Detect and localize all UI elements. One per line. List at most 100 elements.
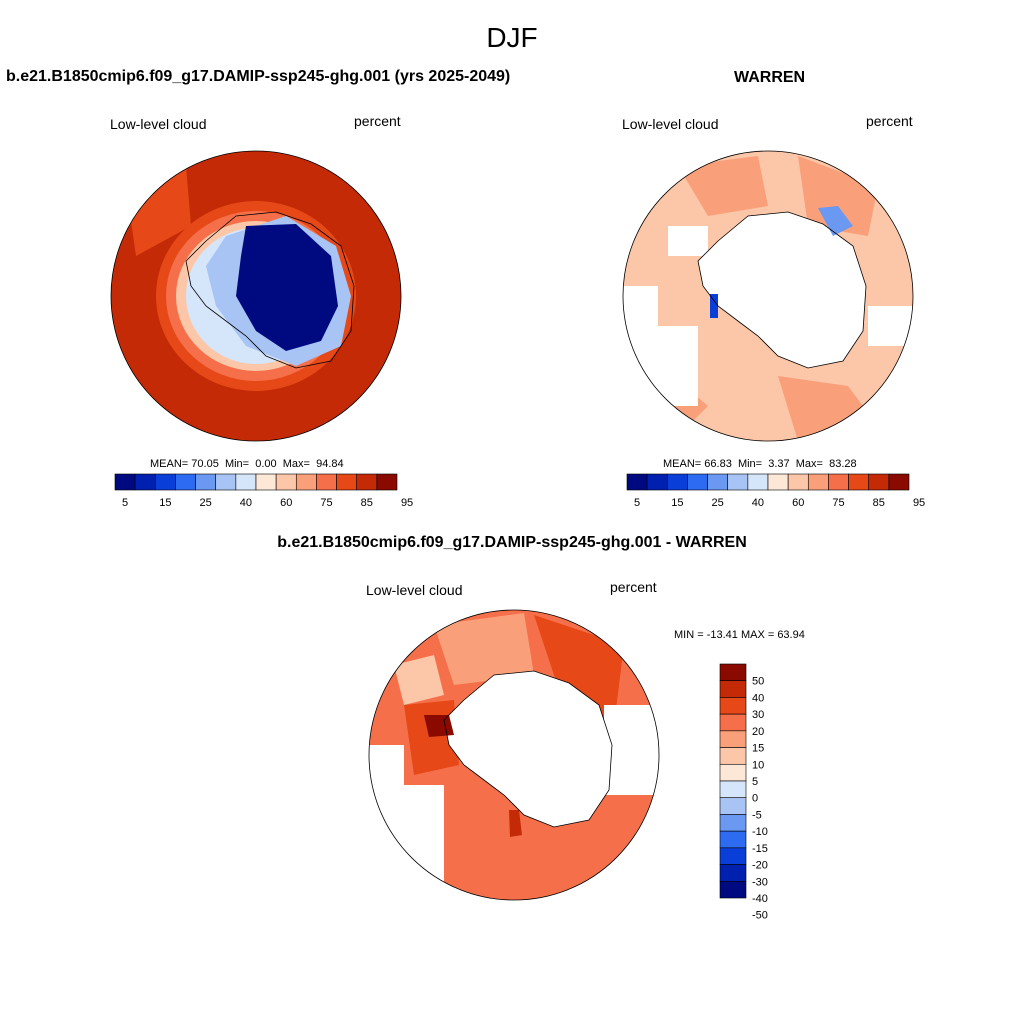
panel2-colorbar-swatches: [626, 473, 910, 491]
colorbar-swatch: [719, 780, 747, 799]
colorbar-tick-label: -10: [752, 826, 768, 838]
panel1-colorbar-swatches: [114, 473, 398, 491]
colorbar-swatch: [114, 473, 136, 491]
panel2-title: WARREN: [734, 69, 806, 86]
panel1-coastline: [185, 211, 355, 369]
colorbar-swatch: [275, 473, 297, 491]
colorbar-tick-label: 15: [159, 497, 171, 509]
panel2-field-patch: [798, 156, 878, 236]
colorbar-swatch: [255, 473, 277, 491]
panel2-field-patch: [710, 294, 718, 318]
panel2-variable-label: Low-level cloud: [622, 116, 719, 132]
colorbar-swatch: [767, 473, 789, 491]
panel1-units-label: percent: [354, 113, 401, 129]
colorbar-swatch: [295, 473, 317, 491]
colorbar-swatch: [848, 473, 870, 491]
colorbar-tick-label: 5: [122, 497, 128, 509]
colorbar-tick-label: -15: [752, 843, 768, 855]
colorbar-swatch: [888, 473, 910, 491]
panel3-colorbar-swatches: [719, 663, 747, 899]
colorbar-swatch: [719, 864, 747, 882]
colorbar-swatch: [719, 713, 747, 732]
colorbar-tick-label: 60: [792, 497, 804, 509]
colorbar-tick-label: 25: [200, 497, 212, 509]
colorbar-tick-label: 95: [913, 497, 925, 509]
colorbar-swatch: [828, 473, 849, 491]
colorbar-swatch: [316, 473, 337, 491]
colorbar-swatch: [747, 473, 769, 491]
colorbar-swatch: [175, 473, 196, 491]
colorbar-swatch: [719, 680, 747, 698]
panel2-polar-map: [622, 150, 914, 442]
panel2-field-patch: [678, 156, 768, 216]
colorbar-swatch: [727, 473, 749, 491]
colorbar-tick-label: 5: [634, 497, 640, 509]
colorbar-tick-label: -30: [752, 876, 768, 888]
colorbar-swatch: [719, 830, 747, 849]
colorbar-tick-label: -50: [752, 910, 768, 922]
panel1-map-border: [110, 150, 402, 442]
colorbar-tick-label: 95: [401, 497, 413, 509]
panel3-field-patch: [394, 655, 444, 705]
colorbar-swatch: [707, 473, 729, 491]
colorbar-tick-label: -40: [752, 893, 768, 905]
colorbar-tick-label: 20: [752, 726, 764, 738]
colorbar-swatch: [719, 730, 747, 748]
colorbar-tick-label: 15: [671, 497, 683, 509]
colorbar-tick-label: 15: [752, 743, 764, 755]
colorbar-swatch: [626, 473, 648, 491]
colorbar-tick-label: -20: [752, 860, 768, 872]
colorbar-swatch: [787, 473, 809, 491]
panel1-title: b.e21.B1850cmip6.f09_g17.DAMIP-ssp245-gh…: [6, 68, 511, 85]
colorbar-tick-label: 40: [240, 497, 252, 509]
colorbar-swatch: [376, 473, 398, 491]
panel3-units-label: percent: [610, 579, 657, 595]
colorbar-swatch: [336, 473, 358, 491]
panel2-colorbar: 5 15 25 40 60 75 85 95: [626, 473, 925, 509]
panel3-field-patch: [509, 810, 522, 837]
panel3-coastline: [443, 670, 613, 828]
colorbar-swatch: [868, 473, 890, 491]
colorbar-swatch: [719, 747, 747, 765]
panel3-field-patch: [434, 613, 534, 685]
colorbar-swatch: [719, 847, 747, 865]
panel2-field-patch: [818, 206, 853, 236]
colorbar-swatch: [807, 473, 829, 491]
colorbar-swatch: [356, 473, 378, 491]
colorbar-tick-label: 0: [752, 793, 758, 805]
panel3-title: b.e21.B1850cmip6.f09_g17.DAMIP-ssp245-gh…: [277, 534, 747, 551]
colorbar-tick-label: 75: [320, 497, 332, 509]
panel2-units-label: percent: [866, 113, 913, 129]
colorbar-swatch: [195, 473, 217, 491]
panel3-field-patch: [534, 615, 624, 725]
colorbar-tick-label: 75: [832, 497, 844, 509]
colorbar-swatch: [646, 473, 668, 491]
colorbar-tick-label: 60: [280, 497, 292, 509]
colorbar-swatch: [235, 473, 257, 491]
colorbar-tick-label: 40: [752, 692, 764, 704]
panel3-antarctica-missing: [444, 671, 612, 827]
colorbar-swatch: [215, 473, 237, 491]
panel1-field-patch: [236, 224, 338, 351]
panel1-polar-map: [110, 150, 402, 442]
colorbar-tick-label: 50: [752, 676, 764, 688]
panel3-stats: MIN = -13.41 MAX = 63.94: [674, 629, 805, 641]
colorbar-swatch: [666, 473, 688, 491]
colorbar-tick-label: 10: [752, 759, 764, 771]
colorbar-swatch: [154, 473, 176, 491]
colorbar-tick-label: -5: [752, 809, 762, 821]
colorbar-tick-label: 85: [361, 497, 373, 509]
colorbar-tick-label: 5: [752, 776, 758, 788]
panel2-missing-region: [668, 226, 708, 256]
colorbar-swatch: [719, 763, 747, 782]
panel1-colorbar: 5 15 25 40 60 75 85 95: [114, 473, 413, 509]
panel2-map-border: [622, 150, 914, 442]
panel2-stats: MEAN= 66.83 Min= 3.37 Max= 83.28: [663, 458, 857, 470]
panel3-missing-region: [604, 705, 659, 795]
colorbar-swatch: [719, 663, 747, 682]
panel3-variable-label: Low-level cloud: [366, 582, 463, 598]
colorbar-swatch: [687, 473, 708, 491]
panel1-variable-label: Low-level cloud: [110, 116, 207, 132]
colorbar-swatch: [134, 473, 156, 491]
